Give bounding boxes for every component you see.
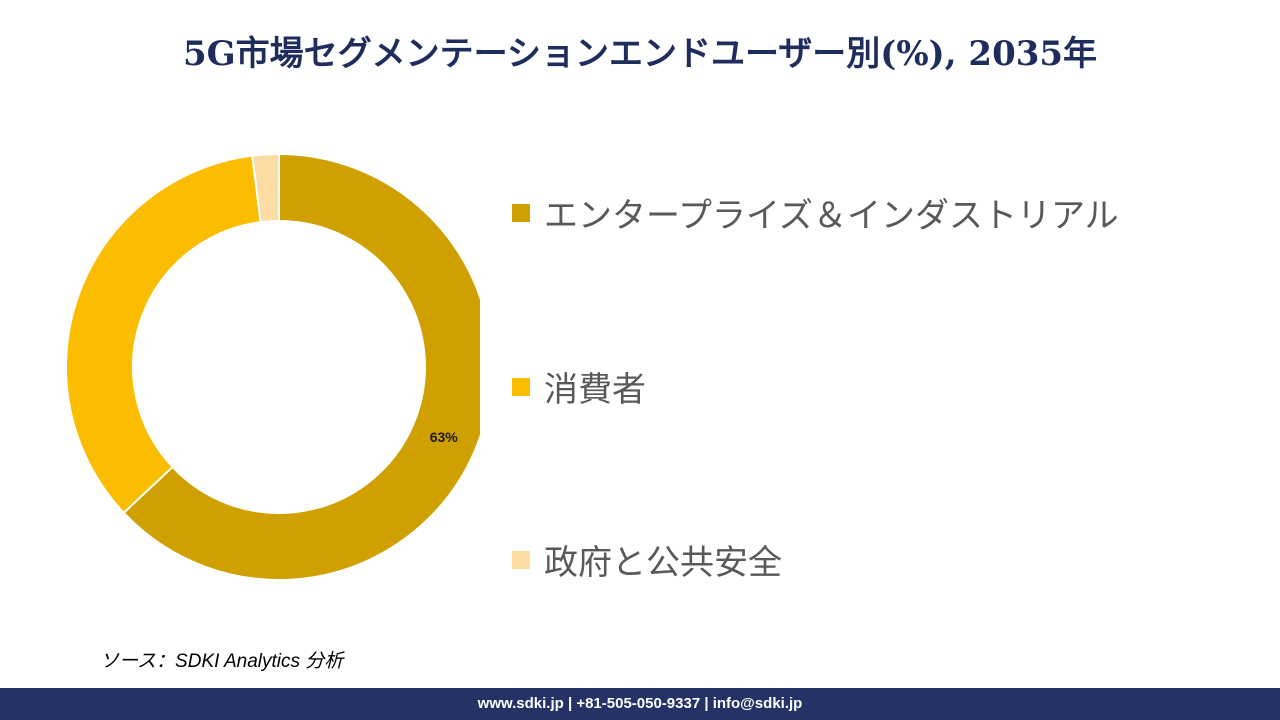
data-label: 63% [430,429,459,445]
legend-item: 消費者 [512,362,646,411]
legend-label: 政府と公共安全 [544,543,782,583]
legend-swatch [512,550,530,569]
legend-label: 消費者 [544,370,646,410]
donut-slice [65,154,262,515]
donut-slice [251,152,280,224]
legend-item: 政府と公共安全 [512,535,782,584]
donut-chart: 63% [65,152,480,581]
donut-slice [122,152,480,581]
legend-swatch [512,203,530,222]
footer-contact-bar: www.sdki.jp | +81-505-050-9337 | info@sd… [0,688,1280,720]
legend-item: エンタープライズ＆インダストリアル [512,188,1119,237]
source-note: ソース：SDKI Analytics 分析 [100,651,344,672]
legend-swatch [512,377,530,396]
chart-title: 5G市場セグメンテーションエンドユーザー別(%), 2035年 [182,34,1098,74]
legend-label: エンタープライズ＆インダストリアル [544,196,1119,236]
